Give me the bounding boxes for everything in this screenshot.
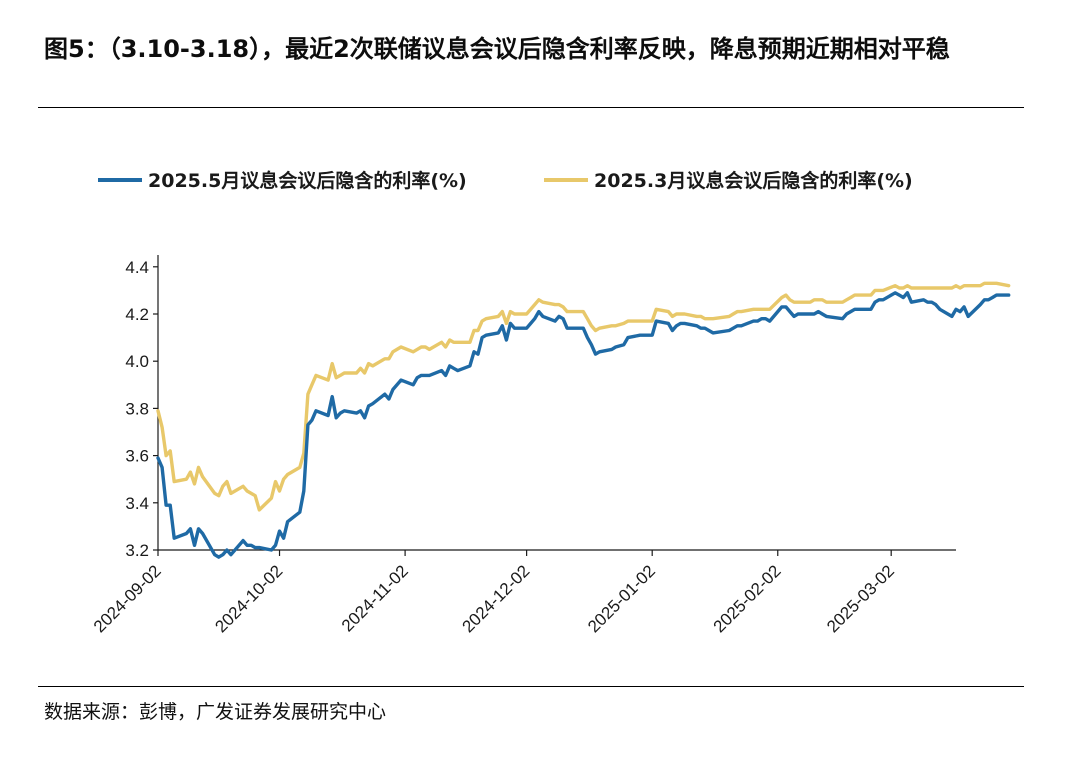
y-tick-label: 4.0	[125, 352, 149, 371]
top-rule	[38, 107, 1024, 108]
x-tick-label: 2024-11-02	[338, 561, 412, 635]
page-title: 图5：（3.10-3.18），最近2次联储议息会议后隐含利率反映，降息预期近期相…	[44, 35, 950, 63]
y-tick-label: 4.2	[125, 305, 149, 324]
y-tick-label: 3.8	[125, 399, 149, 418]
x-tick-label: 2024-12-02	[459, 561, 534, 636]
y-tick-label: 3.6	[125, 447, 149, 466]
y-tick-label: 3.4	[125, 494, 149, 513]
series-line-2	[156, 281, 1011, 512]
legend-label-2: 2025.3月议息会议后隐含的利率(%)	[594, 169, 913, 192]
y-tick-label: 4.4	[125, 258, 149, 277]
x-tick-label: 2024-10-02	[211, 561, 286, 636]
legend-label-1: 2025.5月议息会议后隐含的利率(%)	[148, 169, 467, 192]
x-tick-label: 2024-09-02	[90, 561, 165, 636]
source-note: 数据来源：彭博，广发证券发展研究中心	[44, 701, 387, 723]
x-tick-label: 2025-01-02	[584, 561, 659, 636]
x-tick-label: 2025-02-02	[710, 561, 785, 636]
x-tick-label: 2025-03-02	[823, 561, 898, 636]
series-layer	[156, 281, 1011, 559]
series-line-1	[156, 291, 1011, 559]
y-axis: 3.2 3.4 3.6 3.8 4.0 4.2 4.4	[125, 255, 159, 560]
legend: 2025.5月议息会议后隐含的利率(%) 2025.3月议息会议后隐含的利率(%)	[98, 169, 913, 192]
y-tick-label: 3.2	[125, 541, 149, 560]
bottom-rule	[38, 686, 1024, 687]
x-axis: 2024-09-02 2024-10-02 2024-11-02 2024-12-02…	[90, 549, 956, 636]
line-chart: 2025.5月议息会议后隐含的利率(%) 2025.3月议息会议后隐含的利率(%)…	[90, 169, 1011, 636]
